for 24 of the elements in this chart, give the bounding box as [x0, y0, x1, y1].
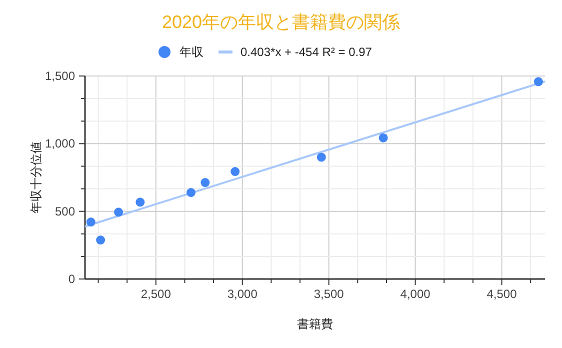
y-tick-label: 500	[54, 204, 76, 218]
point	[114, 208, 124, 217]
point	[534, 77, 543, 86]
point	[136, 198, 145, 207]
x-axis-title: 書籍費	[297, 317, 333, 331]
x-tick-label: 4,000	[400, 287, 431, 301]
y-tick-label: 0	[68, 272, 76, 286]
legend-label: 0.403*x + -454 R² = 0.97	[240, 45, 372, 59]
point	[96, 236, 106, 245]
x-tick-label: 3,500	[314, 287, 344, 301]
x-tick-label: 3,000	[227, 287, 258, 301]
y-tick-label: 1,500	[44, 69, 76, 83]
y-tick-label: 1,000	[44, 136, 76, 151]
point	[86, 218, 96, 227]
point	[378, 133, 388, 142]
point	[316, 152, 326, 162]
point	[186, 188, 196, 198]
point	[200, 178, 210, 188]
y-axis-title: 年収十分位値	[29, 142, 43, 214]
legend-label: 年収	[180, 45, 204, 59]
chart-title: 2020年の年収と書籍費の関係	[162, 12, 400, 32]
point	[230, 167, 240, 176]
x-tick-label: 4,500	[486, 287, 518, 301]
x-tick-label: 2,500	[140, 287, 172, 301]
